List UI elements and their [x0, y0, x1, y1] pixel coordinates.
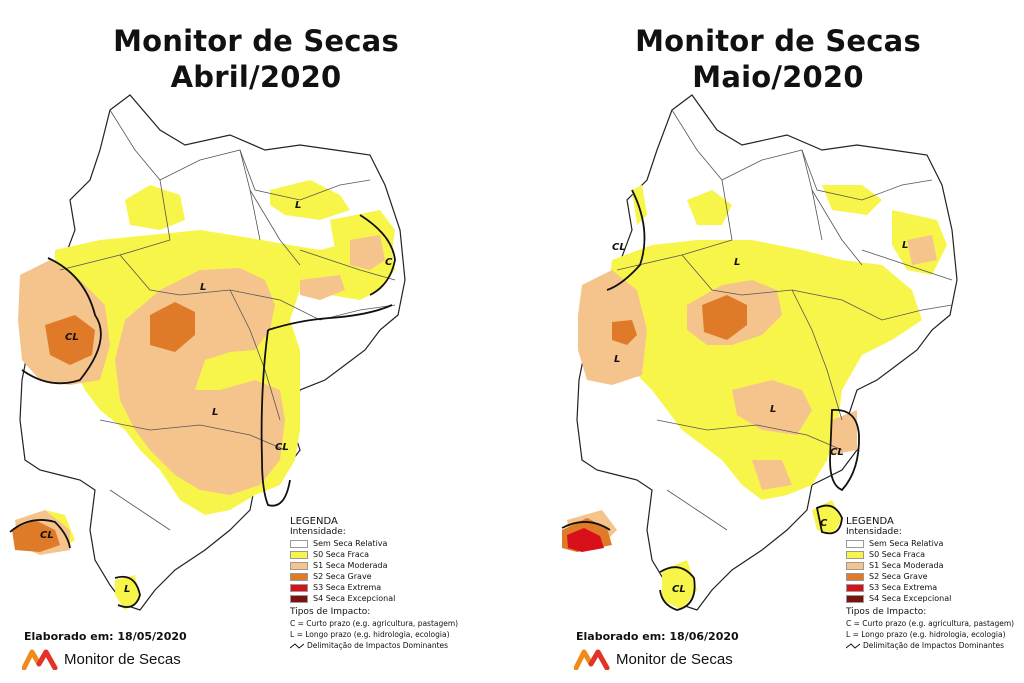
brand: Monitor de Secas	[22, 648, 181, 670]
impact-c: C = Curto prazo (e.g. agricultura, pasta…	[290, 619, 459, 628]
swatch-s1	[846, 561, 864, 570]
impact-delimitation-lines	[561, 189, 860, 611]
legend: LEGENDA Intensidade: Sem Seca Relativa S…	[290, 516, 458, 651]
impact-label: CL	[830, 447, 844, 458]
state-boundaries	[616, 109, 953, 531]
legend-title: LEGENDA	[846, 516, 894, 527]
swatch-s3	[290, 583, 308, 592]
brand-name: Monitor de Secas	[64, 650, 181, 668]
s0-area-north	[55, 230, 395, 515]
monitor-de-secas-logo-icon	[574, 649, 610, 670]
s2-area-central	[702, 295, 747, 340]
legend-item: S4 Seca Excepcional	[290, 593, 458, 604]
swatch-s3	[846, 583, 864, 592]
impact-l: L = Longo prazo (e.g. hidrologia, ecolog…	[846, 630, 1006, 639]
delimitation-line-icon	[290, 643, 304, 649]
impact-label: L	[734, 257, 740, 268]
s2-area-west	[45, 315, 95, 365]
impact-line-item: Delimitação de Impactos Dominantes	[846, 640, 1014, 651]
impact-title: Tipos de Impacto:	[290, 607, 371, 617]
s2-area-central	[150, 302, 195, 352]
impact-label: L	[614, 354, 620, 365]
s2-area-west	[612, 320, 637, 345]
s1-area-se	[832, 410, 857, 455]
legend-item: S3 Seca Extrema	[846, 582, 1014, 593]
map-title-line1: Monitor de Secas	[113, 24, 399, 58]
swatch-s4	[846, 594, 864, 603]
impact-label: CL	[275, 442, 289, 453]
impact-label: CL	[65, 332, 79, 343]
impact-delimitation-lines	[9, 214, 396, 608]
s0-area-northwest	[125, 185, 185, 230]
legend-item: S1 Seca Moderada	[290, 560, 458, 571]
impact-label: C	[820, 518, 828, 529]
s1-area-s2	[752, 460, 792, 490]
impact-title: Tipos de Impacto:	[846, 607, 927, 617]
legend-item: S2 Seca Grave	[290, 571, 458, 582]
s0-area-ne	[822, 185, 882, 215]
legend: LEGENDA Intensidade: Sem Seca Relativa S…	[846, 516, 1014, 651]
impact-label: L	[124, 584, 130, 595]
swatch-s1	[290, 561, 308, 570]
swatch-s0	[290, 550, 308, 559]
swatch-sem-seca	[290, 539, 308, 548]
swatch-s0	[846, 550, 864, 559]
map-title-line2: Maio/2020	[692, 60, 864, 94]
s3-area-sw	[567, 528, 604, 552]
s1-area-e	[907, 235, 937, 265]
impact-label: CL	[672, 584, 686, 595]
elaborado-date: Elaborado em: 18/06/2020	[576, 630, 739, 643]
impact-label: CL	[612, 242, 626, 253]
swatch-sem-seca	[846, 539, 864, 548]
legend-item: S4 Seca Excepcional	[846, 593, 1014, 604]
legend-item: S3 Seca Extrema	[290, 582, 458, 593]
impact-label: C	[385, 257, 393, 268]
s0-area-nw	[632, 185, 647, 225]
legend-item: S0 Seca Fraca	[290, 549, 458, 560]
elaborado-date: Elaborado em: 18/05/2020	[24, 630, 187, 643]
s0-area-north	[687, 190, 732, 225]
legend-item: Sem Seca Relativa	[290, 538, 458, 549]
swatch-s2	[290, 572, 308, 581]
brand-name: Monitor de Secas	[616, 650, 733, 668]
s0-area-south2	[115, 575, 140, 610]
legend-item: S1 Seca Moderada	[846, 560, 1014, 571]
drought-map-abril: L CL L L CL C CL L	[9, 94, 406, 611]
monitor-de-secas-logo-icon	[22, 649, 58, 670]
s1-area-north	[300, 275, 345, 300]
s1-area-south	[732, 380, 812, 435]
s1-area-east	[350, 235, 385, 270]
impact-label: L	[200, 282, 206, 293]
s0-area-northeast	[270, 180, 350, 220]
s2-area-sw	[12, 520, 60, 552]
impact-label: CL	[40, 530, 54, 541]
delimitation-line-icon	[846, 643, 860, 649]
impact-label: L	[902, 240, 908, 251]
s0-area-main	[607, 240, 922, 500]
impact-c: C = Curto prazo (e.g. agricultura, pasta…	[846, 619, 1015, 628]
impact-l: L = Longo prazo (e.g. hidrologia, ecolog…	[290, 630, 450, 639]
map-panel-abril: Monitor de Secas Abril/2020	[9, 24, 458, 670]
swatch-s4	[290, 594, 308, 603]
impact-label: L	[295, 200, 301, 211]
drought-map-maio: CL L L L L CL C CL	[561, 94, 958, 611]
map-title-line1: Monitor de Secas	[635, 24, 921, 58]
legend-subtitle: Intensidade:	[846, 527, 902, 537]
map-title-line2: Abril/2020	[170, 60, 342, 94]
legend-item: S0 Seca Fraca	[846, 549, 1014, 560]
legend-item: Sem Seca Relativa	[846, 538, 1014, 549]
swatch-s2	[846, 572, 864, 581]
brand: Monitor de Secas	[574, 648, 733, 670]
map-panel-maio: Monitor de Secas Maio/2020	[512, 0, 1024, 683]
impact-label: L	[212, 407, 218, 418]
impact-label: L	[770, 404, 776, 415]
legend-item: S2 Seca Grave	[846, 571, 1014, 582]
legend-title: LEGENDA	[290, 516, 338, 527]
legend-subtitle: Intensidade:	[290, 527, 346, 537]
impact-line-item: Delimitação de Impactos Dominantes	[290, 640, 458, 651]
